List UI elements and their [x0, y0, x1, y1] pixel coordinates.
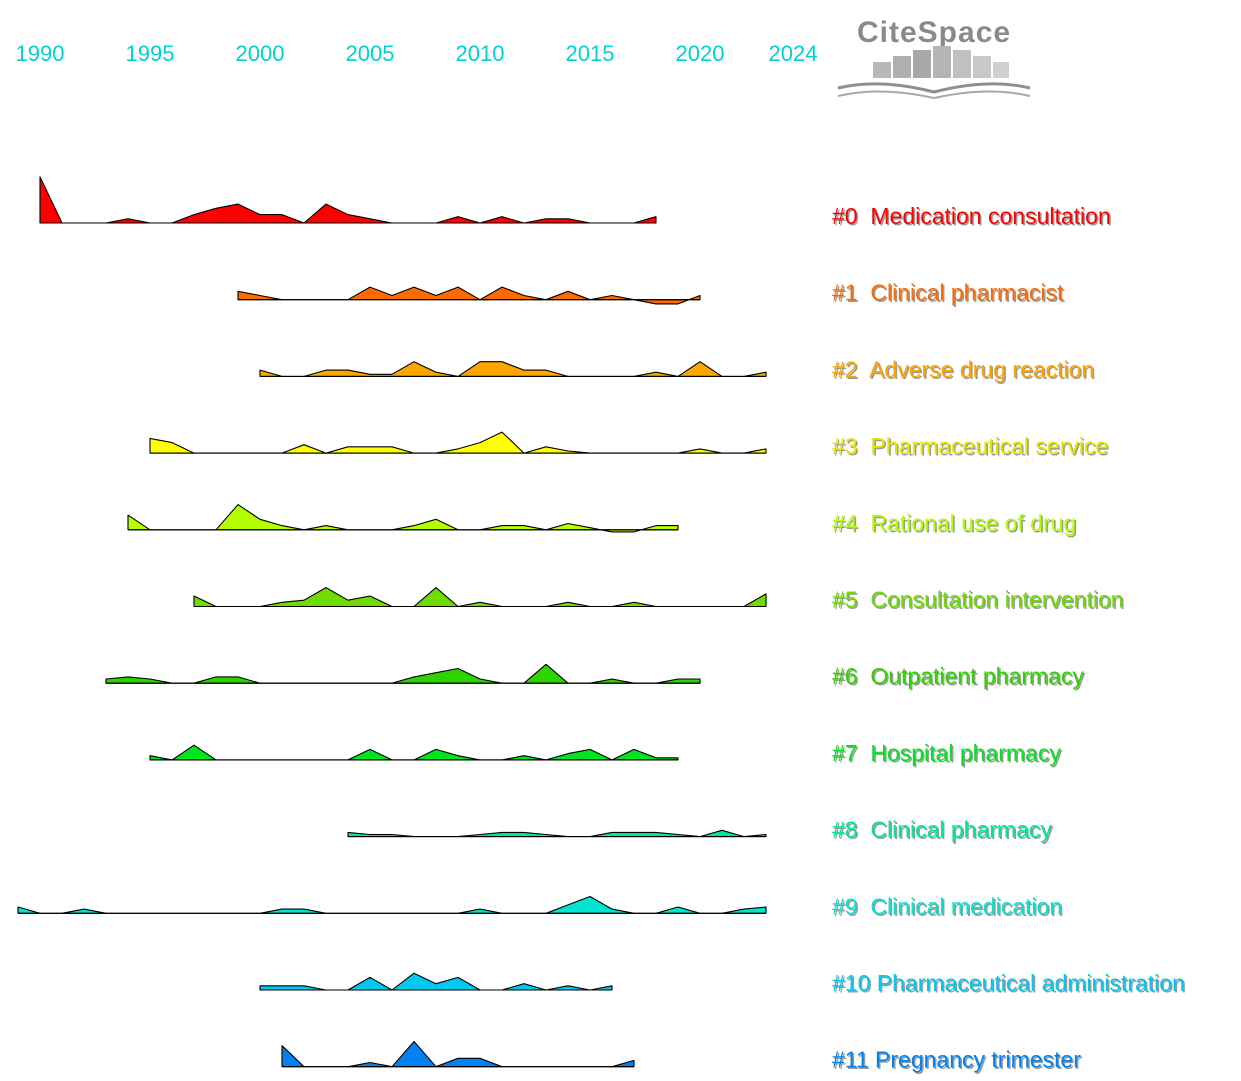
cluster-label-5[interactable]: #5 Consultation intervention — [832, 587, 1124, 613]
cluster-area-5 — [193, 587, 767, 608]
cluster-label-1[interactable]: #1 Clinical pharmacist — [832, 280, 1064, 306]
cluster-label-shadow: #11 Pregnancy trimester — [834, 1048, 1083, 1074]
cluster-label-4[interactable]: #4 Rational use of drug — [832, 510, 1076, 536]
logo-text: CiteSpace — [857, 16, 1011, 49]
cluster-label-shadow: #4 Rational use of drug — [834, 511, 1078, 537]
cluster-area-9 — [17, 895, 767, 914]
year-tick-label: 1995 — [126, 41, 175, 66]
year-tick-label: 2015 — [566, 41, 615, 66]
cluster-label-6[interactable]: #6 Outpatient pharmacy — [832, 663, 1084, 689]
series-layer — [17, 176, 767, 1068]
cluster-label-8[interactable]: #8 Clinical pharmacy — [832, 817, 1052, 843]
cluster-label-shadow: #0 Medication consultation — [834, 205, 1113, 231]
cluster-label-7[interactable]: #7 Hospital pharmacy — [832, 740, 1061, 766]
cluster-label-9[interactable]: #9 Clinical medication — [832, 893, 1062, 919]
cluster-area-11 — [281, 1040, 635, 1068]
cluster-label-shadow: #2 Adverse drug reaction — [834, 358, 1096, 384]
cluster-area-1 — [237, 286, 701, 305]
year-tick-label: 1990 — [16, 41, 65, 66]
cluster-area-3 — [149, 431, 767, 454]
cluster-area-6 — [105, 663, 701, 684]
cluster-area-4 — [127, 504, 679, 533]
cluster-label-shadow: #6 Outpatient pharmacy — [834, 665, 1086, 691]
year-tick-label: 2020 — [676, 41, 725, 66]
cluster-label-3[interactable]: #3 Pharmaceutical service — [832, 433, 1108, 459]
cluster-label-10[interactable]: #10 Pharmaceutical administration — [832, 970, 1185, 996]
cluster-label-0[interactable]: #0 Medication consultation — [832, 203, 1111, 229]
cluster-area-0 — [39, 176, 657, 224]
cluster-label-shadow: #7 Hospital pharmacy — [834, 741, 1063, 767]
citespace-logo: CiteSpace — [837, 16, 1031, 100]
year-tick-label: 2005 — [346, 41, 395, 66]
cluster-label-shadow: #8 Clinical pharmacy — [834, 818, 1054, 844]
cluster-label-shadow: #9 Clinical medication — [834, 895, 1064, 921]
cluster-area-10 — [259, 972, 613, 991]
year-axis: 1990 1995 2000 2005 2010 2015 2020 2024 — [16, 41, 818, 66]
cluster-area-8 — [347, 829, 767, 838]
year-tick-label: 2024 — [769, 41, 818, 66]
cluster-label-11[interactable]: #11 Pregnancy trimester — [832, 1047, 1081, 1073]
year-tick-label: 2000 — [236, 41, 285, 66]
cluster-label-shadow: #5 Consultation intervention — [834, 588, 1126, 614]
cluster-label-shadow: #1 Clinical pharmacist — [834, 281, 1066, 307]
cluster-area-7 — [149, 744, 679, 761]
cluster-label-shadow: #3 Pharmaceutical service — [834, 435, 1110, 461]
labels-layer: #0 Medication consultation#0 Medication … — [832, 203, 1186, 1074]
year-tick-label: 2010 — [456, 41, 505, 66]
cluster-label-shadow: #10 Pharmaceutical administration — [834, 972, 1187, 998]
cluster-area-2 — [259, 361, 767, 377]
cluster-label-2[interactable]: #2 Adverse drug reaction — [832, 356, 1094, 382]
